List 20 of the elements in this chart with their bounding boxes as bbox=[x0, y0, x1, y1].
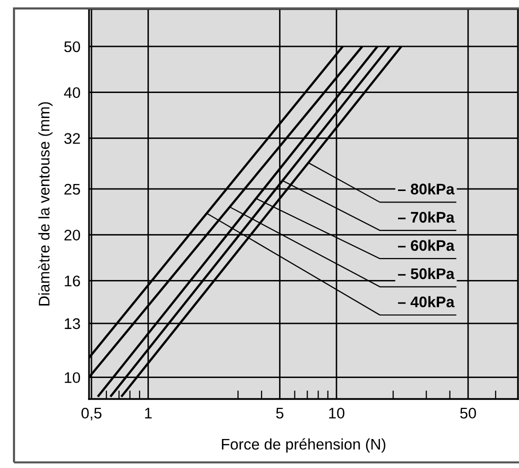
text: – 60kPa bbox=[398, 240, 455, 251]
y-tick-label: 32 bbox=[64, 133, 80, 144]
y-tick-label: 40 bbox=[64, 87, 80, 98]
y-tick-label: 13 bbox=[64, 318, 80, 330]
y-tick-label: 20 bbox=[64, 230, 80, 241]
x-axis-title: Force de préhension (N) bbox=[222, 438, 386, 453]
x-tick-label: 5 bbox=[276, 408, 284, 419]
text: – 80kPa bbox=[398, 183, 455, 194]
text: – 40kPa bbox=[398, 296, 455, 308]
y-tick-label: 16 bbox=[64, 276, 80, 286]
x-tick-label: 0,5 bbox=[81, 408, 102, 420]
text: – 50kPa bbox=[398, 268, 455, 280]
x-tick-label: 50 bbox=[460, 408, 476, 419]
x-tick-label: 1 bbox=[145, 408, 152, 418]
y-tick-label: 25 bbox=[64, 184, 80, 195]
x-tick-label: 10 bbox=[329, 408, 344, 419]
text: – 70kPa bbox=[398, 211, 455, 223]
y-axis-title: Diamètre de la ventouse (mm) bbox=[38, 102, 53, 306]
y-tick-label: 10 bbox=[64, 372, 80, 384]
y-tick-label: 50 bbox=[64, 41, 80, 52]
